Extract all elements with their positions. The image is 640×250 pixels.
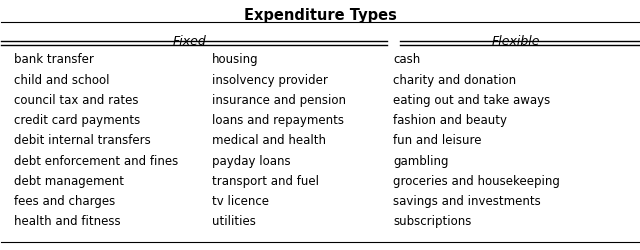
Text: Flexible: Flexible bbox=[492, 35, 541, 48]
Text: groceries and housekeeping: groceries and housekeeping bbox=[394, 175, 560, 188]
Text: housing: housing bbox=[212, 53, 259, 66]
Text: Fixed: Fixed bbox=[173, 35, 206, 48]
Text: utilities: utilities bbox=[212, 216, 255, 228]
Text: eating out and take aways: eating out and take aways bbox=[394, 94, 550, 107]
Text: fashion and beauty: fashion and beauty bbox=[394, 114, 508, 127]
Text: fun and leisure: fun and leisure bbox=[394, 134, 482, 147]
Text: charity and donation: charity and donation bbox=[394, 74, 516, 86]
Text: insurance and pension: insurance and pension bbox=[212, 94, 346, 107]
Text: medical and health: medical and health bbox=[212, 134, 326, 147]
Text: gambling: gambling bbox=[394, 155, 449, 168]
Text: council tax and rates: council tax and rates bbox=[14, 94, 139, 107]
Text: insolvency provider: insolvency provider bbox=[212, 74, 328, 86]
Text: bank transfer: bank transfer bbox=[14, 53, 94, 66]
Text: debt enforcement and fines: debt enforcement and fines bbox=[14, 155, 179, 168]
Text: subscriptions: subscriptions bbox=[394, 216, 472, 228]
Text: payday loans: payday loans bbox=[212, 155, 291, 168]
Text: savings and investments: savings and investments bbox=[394, 195, 541, 208]
Text: child and school: child and school bbox=[14, 74, 109, 86]
Text: fees and charges: fees and charges bbox=[14, 195, 115, 208]
Text: loans and repayments: loans and repayments bbox=[212, 114, 344, 127]
Text: health and fitness: health and fitness bbox=[14, 216, 121, 228]
Text: Expenditure Types: Expenditure Types bbox=[244, 8, 396, 22]
Text: cash: cash bbox=[394, 53, 420, 66]
Text: tv licence: tv licence bbox=[212, 195, 269, 208]
Text: debit internal transfers: debit internal transfers bbox=[14, 134, 151, 147]
Text: credit card payments: credit card payments bbox=[14, 114, 140, 127]
Text: transport and fuel: transport and fuel bbox=[212, 175, 319, 188]
Text: debt management: debt management bbox=[14, 175, 124, 188]
